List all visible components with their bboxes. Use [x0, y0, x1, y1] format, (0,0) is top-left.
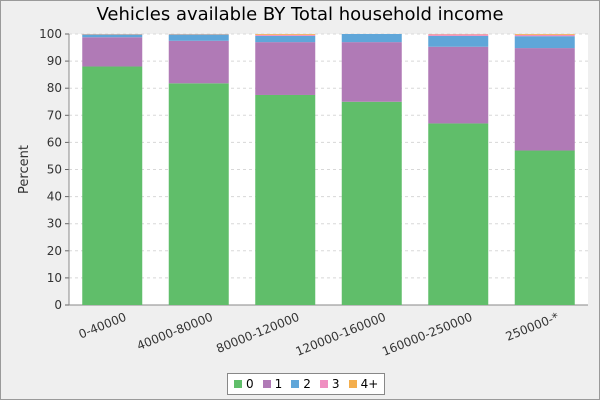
legend-item: 4+ — [348, 377, 379, 391]
y-tick-label: 10 — [47, 271, 62, 285]
bar-segment-0 — [168, 83, 229, 306]
legend-label: 2 — [303, 377, 311, 391]
chart-title: Vehicles available BY Total household in… — [96, 4, 504, 25]
y-tick-label: 20 — [47, 244, 62, 258]
legend-swatch — [234, 380, 242, 388]
bar-segment-3 — [428, 34, 489, 36]
bar-segment-3 — [514, 34, 575, 37]
y-tick-label: 70 — [47, 108, 62, 122]
y-tick-label: 80 — [47, 81, 62, 95]
y-tick-label: 40 — [47, 190, 62, 204]
legend-label: 3 — [331, 377, 340, 391]
bar-segment-2 — [255, 35, 316, 43]
bar-segment-1 — [428, 46, 489, 124]
bar-segment-1 — [168, 40, 229, 84]
bar-segment-0 — [341, 101, 402, 305]
y-axis-label: Percent — [17, 145, 32, 194]
bar-segment-4plus — [255, 34, 316, 35]
bar-segment-2 — [428, 35, 489, 47]
x-tick-label: 0-40000 — [77, 310, 129, 342]
y-tick-label: 60 — [47, 135, 62, 149]
legend-label: 0 — [246, 377, 254, 391]
bar-segment-1 — [255, 42, 316, 95]
bar-segment-0 — [428, 123, 489, 306]
bar-segment-1 — [341, 42, 402, 102]
legend-label: 4+ — [360, 377, 379, 391]
chart-legend: 0 1 2 3 4+ — [227, 373, 386, 395]
y-tick-label: 30 — [47, 217, 62, 231]
bar-segment-0 — [514, 150, 575, 305]
bar-segment-1 — [514, 48, 575, 151]
legend-swatch — [348, 380, 357, 388]
y-tick-label: 90 — [47, 54, 62, 68]
bar-segment-3 — [255, 34, 316, 36]
bar-segment-1 — [82, 37, 143, 67]
legend-item: 3 — [319, 377, 340, 391]
legend-swatch — [262, 380, 271, 388]
legend-item: 1 — [262, 377, 283, 391]
bar-segment-2 — [341, 34, 402, 43]
x-tick-label: 160000-250000 — [380, 310, 474, 359]
bar-segment-0 — [255, 94, 316, 305]
x-tick-label: 80000-120000 — [214, 310, 301, 356]
legend-swatch — [291, 380, 300, 388]
bar-segment-2 — [168, 34, 229, 41]
bar-segment-0 — [82, 66, 143, 306]
legend-item: 0 — [234, 377, 254, 391]
y-tick-label: 100 — [39, 27, 62, 41]
x-tick-label: 120000-160000 — [294, 310, 388, 359]
legend-label: 1 — [274, 377, 283, 391]
legend-swatch — [319, 380, 328, 388]
y-tick-label: 0 — [54, 298, 62, 312]
bar-segment-2 — [514, 36, 575, 49]
bar-segment-4plus — [514, 34, 575, 35]
x-tick-label: 40000-80000 — [135, 310, 215, 353]
legend-item: 2 — [291, 377, 311, 391]
y-tick-label: 50 — [47, 163, 62, 177]
x-tick-label: 250000-* — [504, 310, 561, 344]
bar-segment-2 — [82, 34, 143, 38]
